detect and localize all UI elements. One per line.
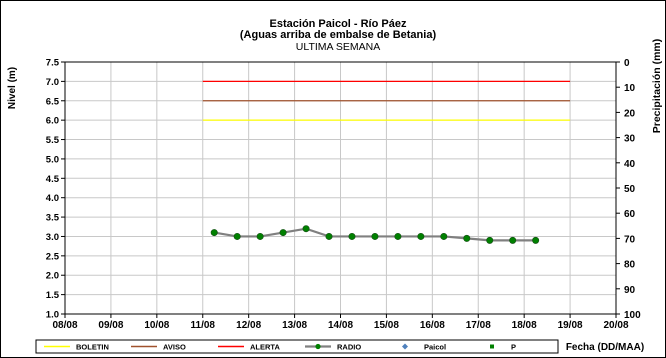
chart-subtitle: (Aguas arriba de embalse de Betania) [240, 29, 437, 41]
legend-label-alerta: ALERTA [250, 343, 280, 352]
data-point [394, 232, 402, 240]
y-left-tick-label: 7.0 [46, 77, 59, 88]
x-axis-label: Fecha (DD/MAA) [566, 342, 644, 353]
data-point [210, 229, 218, 237]
y-left-tick-label: 5.0 [46, 154, 59, 165]
x-tick-label: 19/08 [558, 320, 583, 331]
x-tick-label: 15/08 [374, 320, 399, 331]
legend-marker-radio [315, 343, 321, 350]
chart-period: ULTIMA SEMANA [296, 41, 380, 53]
x-tick-label: 09/08 [98, 320, 123, 331]
y-left-tick-label: 4.0 [46, 193, 59, 204]
y-left-tick-label: 3.5 [46, 213, 60, 224]
legend-label-radio: RADIO [337, 343, 361, 352]
legend-label-p: P [511, 343, 516, 352]
data-point [302, 225, 310, 233]
data-point [348, 232, 356, 240]
y-right-tick-label: 30 [624, 134, 636, 145]
y-left-tick-label: 6.5 [46, 96, 60, 107]
chart-title: Estación Paicol - Río Páez [270, 18, 407, 30]
y-left-tick-label: 7.5 [46, 58, 60, 69]
data-point [325, 232, 333, 240]
x-tick-label: 12/08 [236, 320, 261, 331]
legend: BOLETIN AVISO ALERTA RADIO Paicol P [35, 339, 559, 354]
legend-label-aviso: AVISO [163, 343, 186, 352]
data-point [440, 232, 448, 240]
legend-swatch-paicol [402, 343, 408, 350]
plot-area: 1.0 1.5 2.0 2.5 3.0 3.5 4.0 4.5 5.0 5.5 6.0 6.5 7.0 7… [46, 58, 641, 332]
y-left-tick-label: 5.5 [46, 135, 60, 146]
y-right-tick-label: 20 [624, 108, 636, 119]
y-left-tick-label: 3.0 [46, 232, 59, 243]
y-right-tick-label: 10 [624, 83, 636, 94]
data-point [371, 232, 379, 240]
y-left-tick-label: 1.0 [46, 310, 59, 321]
legend-box [35, 339, 559, 354]
y-right-tick-label: 100 [624, 310, 641, 321]
x-tick-label: 18/08 [512, 320, 537, 331]
x-tick-label: 17/08 [466, 320, 491, 331]
legend-swatch-p [490, 344, 494, 349]
data-point [279, 229, 287, 237]
data-point [532, 236, 540, 244]
y-left-tick-label: 2.5 [46, 251, 60, 262]
y-right-tick-label: 80 [624, 260, 636, 271]
y-axis-right-label: Precipitación (mm) [651, 39, 663, 134]
y-right-tick-label: 50 [624, 184, 636, 195]
x-tick-label: 10/08 [144, 320, 169, 331]
y-left-tick-label: 1.5 [46, 290, 60, 301]
data-point [509, 236, 517, 244]
plot-border [64, 61, 617, 315]
y-right-tick-label: 40 [624, 159, 636, 170]
legend-label-paicol: Paicol [424, 343, 446, 352]
y-left-tick-label: 6.0 [46, 116, 59, 127]
x-tick-label: 13/08 [282, 320, 307, 331]
x-tick-label: 14/08 [328, 320, 353, 331]
data-point [233, 232, 241, 240]
x-tick-label: 16/08 [420, 320, 445, 331]
y-left-tick-label: 4.5 [46, 174, 60, 185]
data-point [463, 234, 471, 242]
data-point [256, 232, 264, 240]
y-right-tick-label: 70 [624, 234, 636, 245]
y-right-tick-label: 60 [624, 209, 636, 220]
y-right-tick-label: 0 [624, 58, 630, 69]
y-right-tick-label: 90 [624, 285, 636, 296]
data-point [486, 236, 494, 244]
y-left-tick-label: 2.0 [46, 271, 59, 282]
x-tick-label: 11/08 [191, 320, 216, 331]
legend-label-boletin: BOLETIN [76, 343, 109, 352]
x-tick-label: 08/08 [52, 320, 77, 331]
data-point [417, 232, 425, 240]
x-tick-label: 20/08 [603, 320, 628, 331]
y-axis-left-label: Nivel (m) [7, 67, 18, 109]
